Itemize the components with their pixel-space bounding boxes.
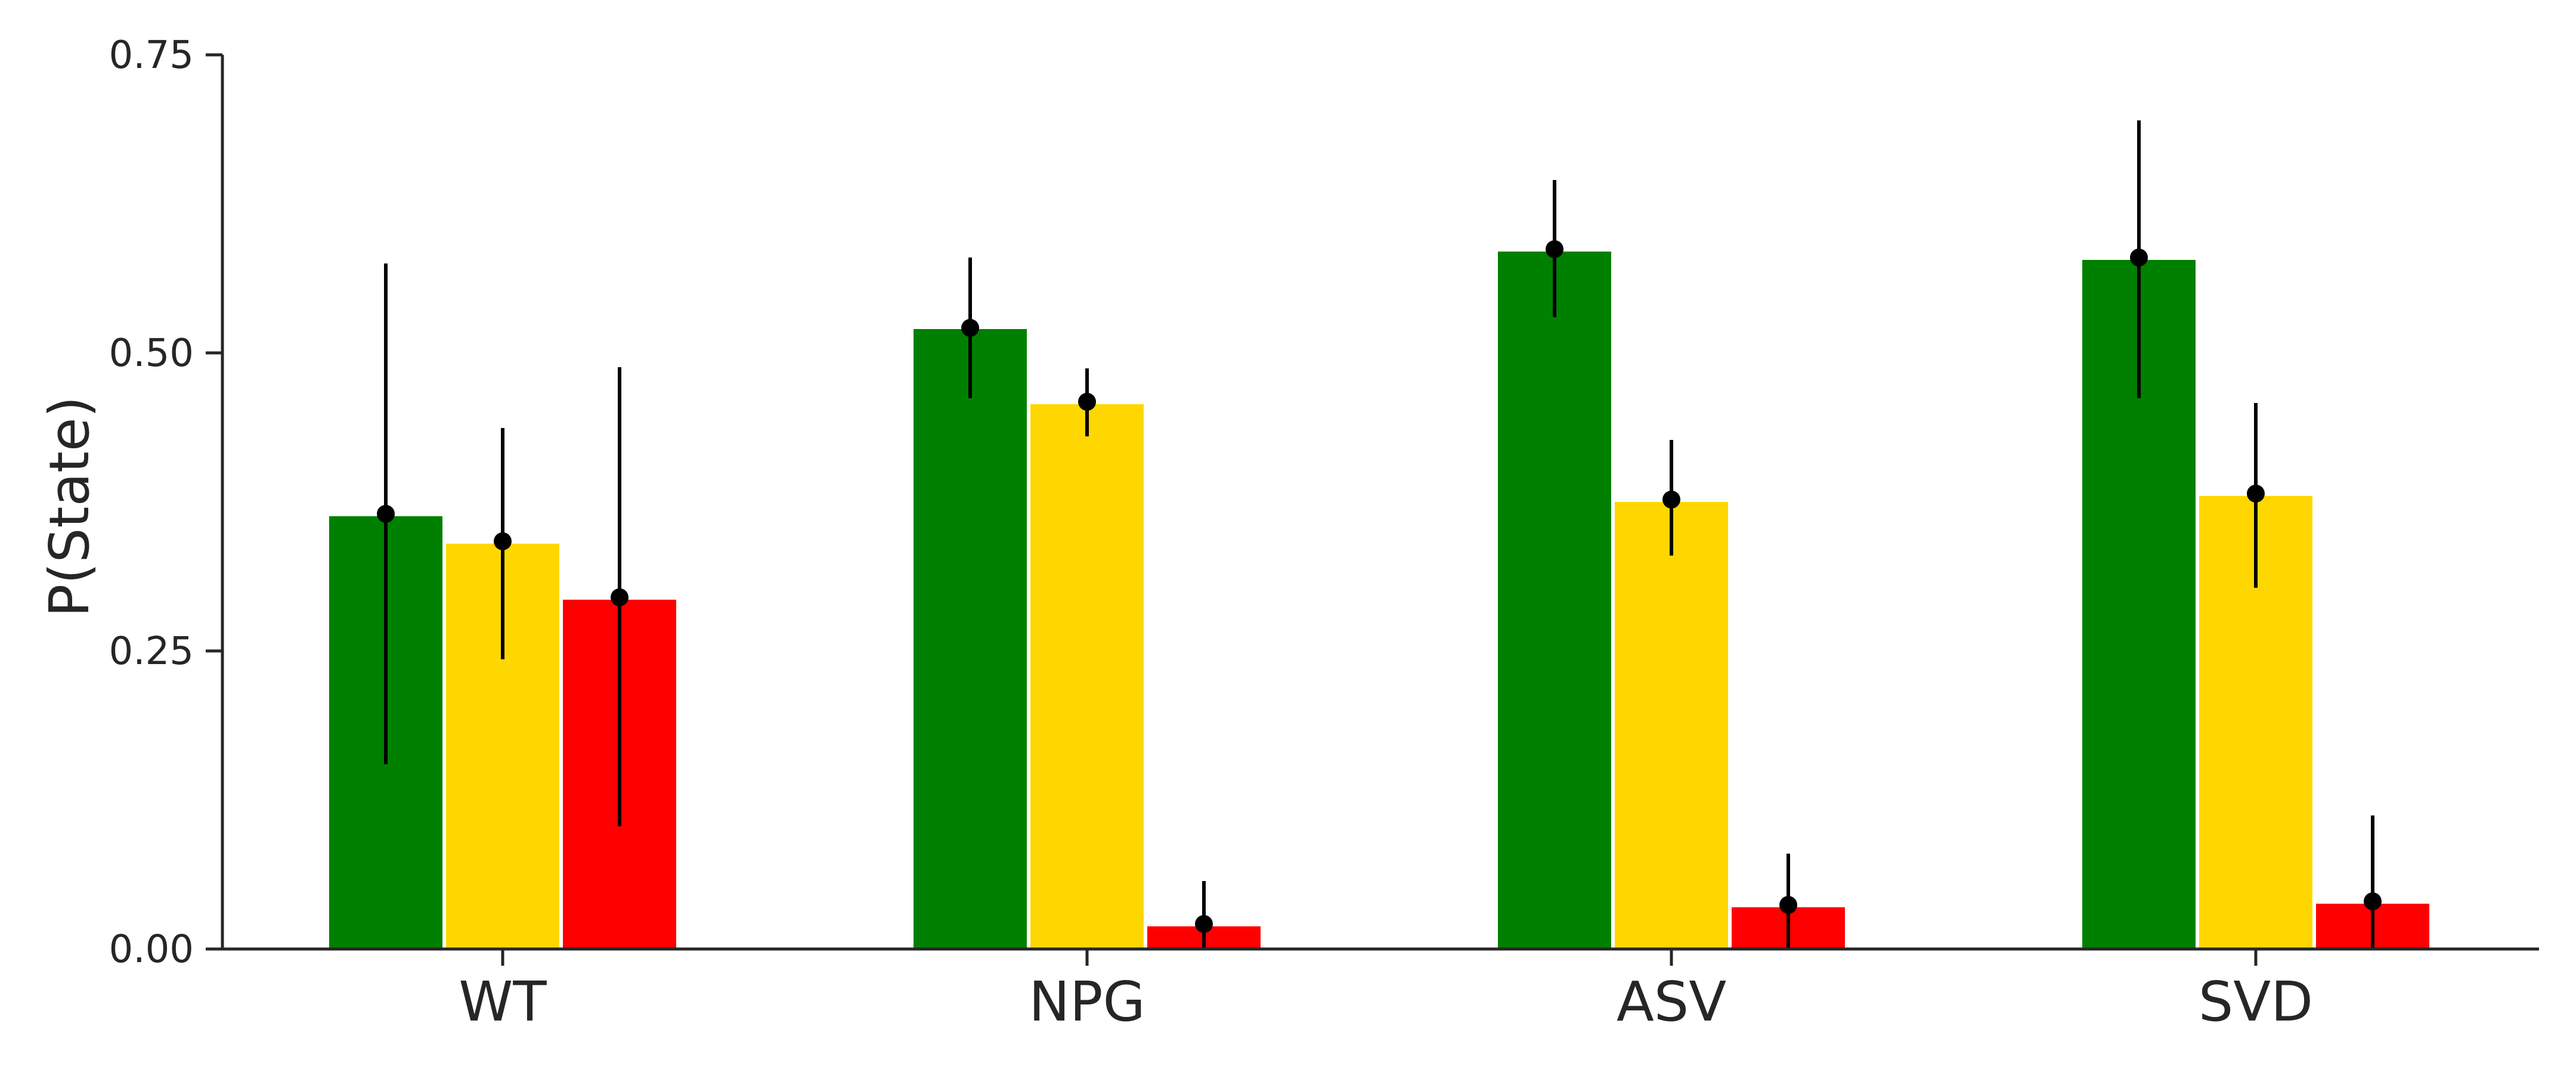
x-tick-label-asv: ASV — [1617, 970, 1726, 1034]
mean-point-svd-1 — [2247, 485, 2265, 503]
x-tick-label-svd: SVD — [2199, 970, 2313, 1034]
mean-point-npg-2 — [1195, 915, 1213, 933]
ticks-layer: 0.00 0.25 0.50 0.75 WT NPG ASV SVD — [109, 33, 2314, 1034]
axes-layer — [221, 55, 2539, 951]
x-tick-label-npg: NPG — [1029, 970, 1145, 1034]
y-axis-label: P(State) — [38, 396, 101, 618]
x-tick-label-wt: WT — [459, 970, 547, 1034]
y-tick-label: 0.00 — [109, 928, 194, 972]
error-bars-layer — [377, 120, 2382, 949]
mean-point-asv-1 — [1662, 491, 1680, 508]
mean-point-wt-1 — [494, 532, 512, 550]
mean-point-npg-1 — [1078, 393, 1096, 411]
bar-asv-1 — [1615, 502, 1728, 949]
bars-layer — [329, 252, 2429, 949]
bar-npg-0 — [914, 329, 1027, 949]
y-tick-label: 0.50 — [109, 331, 194, 376]
mean-point-wt-2 — [611, 588, 628, 606]
mean-point-wt-0 — [377, 505, 395, 523]
mean-point-asv-0 — [1546, 240, 1563, 258]
y-tick-label: 0.25 — [109, 629, 194, 674]
mean-point-svd-2 — [2364, 892, 2382, 910]
mean-point-svd-0 — [2130, 249, 2148, 266]
bar-asv-0 — [1498, 252, 1611, 949]
y-tick-label: 0.75 — [109, 33, 194, 77]
bar-npg-1 — [1030, 404, 1144, 949]
mean-point-npg-0 — [961, 319, 979, 337]
mean-point-asv-2 — [1779, 896, 1797, 914]
